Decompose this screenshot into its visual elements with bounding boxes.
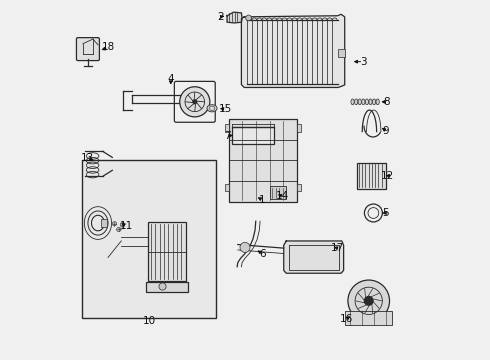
Ellipse shape — [362, 99, 365, 105]
Text: 11: 11 — [120, 221, 133, 231]
Bar — [297, 125, 301, 132]
Ellipse shape — [358, 99, 361, 105]
Text: 6: 6 — [259, 248, 266, 258]
Bar — [345, 311, 392, 324]
Text: 12: 12 — [381, 171, 394, 181]
Circle shape — [348, 280, 390, 321]
Ellipse shape — [351, 99, 354, 105]
Bar — [229, 119, 297, 202]
Bar — [338, 49, 344, 57]
Text: 17: 17 — [331, 243, 344, 253]
Bar — [357, 163, 386, 189]
Ellipse shape — [372, 99, 376, 105]
Circle shape — [112, 222, 117, 226]
Bar — [232, 127, 274, 144]
Text: 16: 16 — [340, 314, 353, 324]
Bar — [148, 222, 186, 281]
Text: 9: 9 — [382, 126, 389, 135]
Bar — [82, 160, 216, 318]
Text: 5: 5 — [382, 208, 389, 218]
Circle shape — [180, 87, 210, 117]
Polygon shape — [284, 241, 343, 273]
Circle shape — [240, 242, 250, 252]
Text: 14: 14 — [276, 191, 289, 201]
Text: 2: 2 — [217, 12, 224, 22]
Bar — [224, 125, 229, 132]
Circle shape — [365, 297, 373, 305]
Bar — [101, 219, 107, 227]
Circle shape — [159, 283, 166, 290]
Ellipse shape — [369, 99, 372, 105]
Text: 3: 3 — [360, 57, 367, 67]
Bar — [270, 186, 286, 199]
Polygon shape — [227, 12, 242, 23]
Circle shape — [245, 15, 251, 21]
Text: 1: 1 — [259, 195, 266, 205]
Ellipse shape — [376, 99, 379, 105]
Polygon shape — [242, 14, 344, 87]
Text: 10: 10 — [142, 316, 155, 325]
Circle shape — [117, 227, 121, 231]
Text: 8: 8 — [383, 97, 390, 107]
Bar — [147, 282, 188, 292]
Text: 15: 15 — [219, 104, 232, 114]
Circle shape — [193, 100, 196, 104]
Bar — [297, 184, 301, 191]
Text: 4: 4 — [168, 74, 174, 84]
Text: 7: 7 — [224, 131, 231, 140]
Text: 13: 13 — [80, 153, 94, 163]
Text: 18: 18 — [102, 42, 115, 52]
Ellipse shape — [355, 99, 358, 105]
FancyBboxPatch shape — [76, 38, 99, 60]
Ellipse shape — [207, 105, 217, 112]
Ellipse shape — [366, 99, 368, 105]
Bar — [224, 184, 229, 191]
Circle shape — [120, 223, 124, 227]
